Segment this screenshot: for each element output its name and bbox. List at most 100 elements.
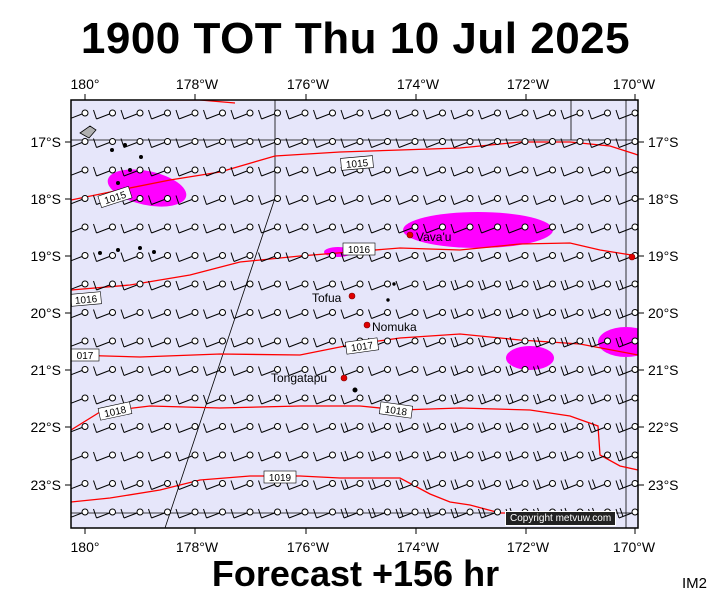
wind-barb: [258, 337, 281, 348]
wind-barb: [588, 195, 611, 205]
wind-barb: [395, 507, 419, 519]
wind-barb: [478, 138, 501, 148]
wind-barb: [203, 138, 226, 148]
wind-barb: [340, 138, 364, 148]
island-dot: [128, 168, 132, 172]
wind-barb: [285, 451, 309, 462]
wind-barb: [423, 450, 446, 462]
wind-barb: [285, 337, 309, 348]
wind-barb: [588, 365, 611, 376]
lat-label: 20°S: [30, 305, 61, 321]
island-dot: [116, 248, 120, 252]
isobar-label: 1015: [97, 185, 133, 209]
wind-barb: [533, 166, 556, 177]
wind-barb: [588, 450, 611, 462]
wind-barb: [203, 195, 226, 205]
wind-barb: [203, 480, 226, 490]
wind-barb: [230, 451, 254, 462]
wind-barb: [533, 195, 556, 205]
wind-barb: [368, 394, 391, 405]
wind-barb: [203, 223, 226, 234]
lat-label: 22°S: [648, 419, 679, 435]
wind-barb: [175, 252, 199, 262]
wind-barb: [285, 223, 309, 234]
wind-barb: [560, 109, 584, 120]
wind-barb: [615, 308, 638, 319]
wind-barb: [258, 252, 281, 262]
wind-barb: [285, 109, 309, 120]
lon-label: 174°W: [397, 539, 440, 555]
wind-barb: [395, 366, 419, 376]
wind-barb: [230, 366, 254, 376]
wind-barb: [423, 507, 446, 519]
wind-barb: [340, 479, 364, 490]
wind-barb: [313, 451, 336, 462]
wind-barb: [368, 195, 391, 205]
wind-barb: [588, 279, 611, 291]
wind-barb: [313, 223, 336, 234]
wind-barb: [340, 280, 364, 291]
wind-barb: [148, 195, 171, 205]
wind-barb: [533, 138, 556, 148]
wind-barb: [203, 394, 226, 405]
wind-barb: [423, 479, 446, 490]
place-markers: [340, 231, 636, 382]
wind-barb: [120, 138, 144, 148]
wind-barb: [203, 423, 226, 433]
wind-barb: [533, 279, 556, 291]
wind-barb: [203, 309, 226, 319]
wind-barb: [258, 394, 281, 405]
wind-barb: [120, 109, 144, 120]
wind-barb: [395, 422, 419, 433]
wind-barb: [615, 109, 638, 120]
wind-barb: [93, 394, 116, 405]
island-dot: [123, 143, 127, 147]
svg-text:1015: 1015: [346, 158, 370, 171]
island-dot: [386, 298, 390, 302]
wind-barb: [313, 166, 336, 177]
wind-barb: [368, 280, 391, 291]
wind-barb: [340, 507, 364, 519]
wind-barb: [423, 366, 446, 376]
svg-text:1018: 1018: [103, 405, 127, 420]
wind-barb: [505, 252, 529, 262]
wind-barb: [478, 422, 501, 433]
wind-barb: [450, 252, 474, 262]
wind-barb: [423, 109, 446, 120]
wind-barb: [533, 393, 556, 405]
svg-text:1017: 1017: [350, 340, 374, 354]
isobar-line: [71, 405, 638, 471]
wind-barb: [368, 366, 391, 376]
wind-barb: [340, 394, 364, 405]
wind-barb: [120, 252, 144, 262]
wind-barb: [203, 252, 226, 262]
wind-barb: [450, 308, 474, 319]
wind-barb: [340, 366, 364, 376]
wind-barb: [560, 195, 584, 205]
isobar-label: 1016: [71, 291, 102, 307]
wind-barb: [258, 109, 281, 120]
wind-barb: [395, 280, 419, 291]
lon-label: 174°W: [397, 76, 440, 92]
wind-barb: [230, 337, 254, 348]
tongatapu-marker: [340, 374, 348, 382]
wind-barb: [175, 451, 199, 462]
wind-barb: [148, 508, 171, 519]
wind-barb: [368, 479, 391, 490]
isobar-label: 1017: [344, 337, 380, 355]
island-dot: [352, 387, 358, 393]
lon-label: 172°W: [507, 539, 550, 555]
wind-barb: [615, 195, 638, 205]
wind-barb: [340, 252, 364, 262]
wind-barb: [560, 308, 584, 319]
wind-barb: [148, 138, 171, 148]
wind-barb: [93, 166, 116, 177]
vavau-marker: [406, 231, 414, 239]
wind-barb: [203, 366, 226, 376]
wind-barb: [71, 252, 89, 262]
lat-label: 18°S: [30, 191, 61, 207]
wind-barb: [175, 280, 199, 291]
wind-barb: [313, 309, 336, 319]
wind-barb: [175, 138, 199, 148]
wind-barb: [395, 337, 419, 348]
